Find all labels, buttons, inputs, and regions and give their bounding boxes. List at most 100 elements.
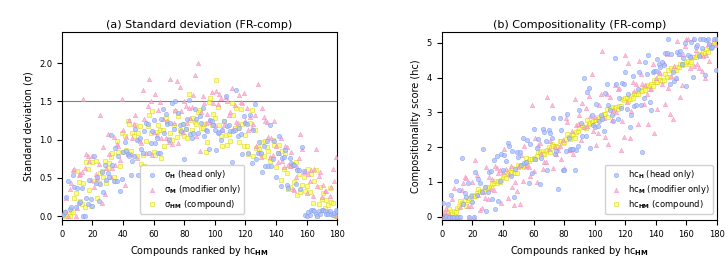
- hc$_\mathbf{M}$ (modifier only): [459, 175, 470, 179]
- σ$_\mathbf{M}$ (modifier only): [127, 136, 138, 140]
- σ$_\mathbf{H}$ (head only): [174, 123, 186, 127]
- σ$_\mathbf{H}$ (head only): [207, 123, 219, 127]
- hc$_\mathbf{M}$ (modifier only): [555, 157, 567, 161]
- hc$_\mathbf{HM}$ (compound): [489, 178, 501, 183]
- hc$_\mathbf{H}$ (head only): [595, 113, 606, 117]
- σ$_\mathbf{H}$ (head only): [241, 122, 253, 126]
- hc$_\mathbf{M}$ (modifier only): [553, 148, 564, 153]
- hc$_\mathbf{H}$ (head only): [479, 185, 491, 189]
- σ$_\mathbf{M}$ (modifier only): [102, 131, 114, 136]
- hc$_\mathbf{HM}$ (compound): [480, 185, 492, 189]
- σ$_\mathbf{H}$ (head only): [325, 212, 337, 217]
- hc$_\mathbf{H}$ (head only): [647, 70, 659, 74]
- hc$_\mathbf{H}$ (head only): [707, 45, 719, 49]
- σ$_\mathbf{HM}$ (compound): [66, 208, 77, 212]
- σ$_\mathbf{M}$ (modifier only): [162, 119, 173, 123]
- hc$_\mathbf{M}$ (modifier only): [438, 214, 449, 219]
- hc$_\mathbf{M}$ (modifier only): [671, 39, 683, 43]
- hc$_\mathbf{H}$ (head only): [499, 153, 510, 157]
- hc$_\mathbf{H}$ (head only): [569, 168, 581, 172]
- σ$_\mathbf{M}$ (modifier only): [215, 96, 226, 100]
- hc$_\mathbf{M}$ (modifier only): [668, 64, 680, 68]
- hc$_\mathbf{H}$ (head only): [690, 45, 702, 50]
- σ$_\mathbf{M}$ (modifier only): [180, 104, 191, 108]
- σ$_\mathbf{HM}$ (compound): [103, 161, 115, 166]
- hc$_\mathbf{H}$ (head only): [534, 181, 545, 186]
- σ$_\mathbf{HM}$ (compound): [128, 134, 140, 139]
- σ$_\mathbf{H}$ (head only): [229, 128, 240, 133]
- σ$_\mathbf{HM}$ (compound): [264, 159, 276, 163]
- hc$_\mathbf{H}$ (head only): [638, 96, 649, 100]
- hc$_\mathbf{M}$ (modifier only): [574, 112, 585, 117]
- σ$_\mathbf{M}$ (modifier only): [304, 179, 315, 184]
- hc$_\mathbf{H}$ (head only): [618, 82, 630, 86]
- hc$_\mathbf{M}$ (modifier only): [692, 62, 703, 67]
- hc$_\mathbf{M}$ (modifier only): [606, 118, 617, 122]
- σ$_\mathbf{H}$ (head only): [180, 127, 191, 131]
- σ$_\mathbf{HM}$ (compound): [96, 169, 108, 174]
- hc$_\mathbf{HM}$ (compound): [537, 152, 549, 156]
- σ$_\mathbf{H}$ (head only): [232, 134, 244, 138]
- σ$_\mathbf{HM}$ (compound): [224, 139, 236, 143]
- hc$_\mathbf{H}$ (head only): [502, 141, 513, 146]
- σ$_\mathbf{M}$ (modifier only): [151, 133, 162, 137]
- hc$_\mathbf{M}$ (modifier only): [557, 138, 569, 143]
- σ$_\mathbf{M}$ (modifier only): [197, 94, 208, 99]
- hc$_\mathbf{H}$ (head only): [702, 37, 713, 42]
- σ$_\mathbf{M}$ (modifier only): [217, 128, 229, 132]
- σ$_\mathbf{M}$ (modifier only): [242, 128, 254, 132]
- σ$_\mathbf{H}$ (head only): [100, 178, 112, 182]
- σ$_\mathbf{HM}$ (compound): [67, 210, 79, 214]
- σ$_\mathbf{HM}$ (compound): [159, 144, 170, 148]
- hc$_\mathbf{M}$ (modifier only): [503, 172, 515, 176]
- hc$_\mathbf{H}$ (head only): [598, 129, 610, 133]
- hc$_\mathbf{M}$ (modifier only): [502, 196, 513, 200]
- hc$_\mathbf{M}$ (modifier only): [682, 37, 694, 42]
- σ$_\mathbf{H}$ (head only): [277, 155, 288, 160]
- σ$_\mathbf{HM}$ (compound): [105, 154, 116, 159]
- σ$_\mathbf{H}$ (head only): [64, 207, 76, 211]
- hc$_\mathbf{HM}$ (compound): [633, 88, 645, 93]
- hc$_\mathbf{M}$ (modifier only): [511, 189, 523, 194]
- σ$_\mathbf{H}$ (head only): [134, 136, 146, 141]
- σ$_\mathbf{H}$ (head only): [205, 118, 216, 122]
- σ$_\mathbf{HM}$ (compound): [210, 77, 222, 82]
- σ$_\mathbf{M}$ (modifier only): [248, 122, 259, 126]
- hc$_\mathbf{M}$ (modifier only): [479, 196, 491, 200]
- σ$_\mathbf{M}$ (modifier only): [130, 113, 141, 117]
- hc$_\mathbf{M}$ (modifier only): [700, 53, 712, 57]
- hc$_\mathbf{HM}$ (compound): [592, 117, 604, 122]
- σ$_\mathbf{M}$ (modifier only): [181, 121, 193, 125]
- σ$_\mathbf{HM}$ (compound): [205, 96, 216, 101]
- σ$_\mathbf{HM}$ (compound): [238, 144, 250, 148]
- hc$_\mathbf{HM}$ (compound): [459, 198, 470, 202]
- hc$_\mathbf{H}$ (head only): [442, 202, 454, 207]
- σ$_\mathbf{HM}$ (compound): [207, 112, 219, 116]
- σ$_\mathbf{H}$ (head only): [267, 157, 279, 161]
- hc$_\mathbf{M}$ (modifier only): [558, 166, 570, 170]
- σ$_\mathbf{HM}$ (compound): [280, 151, 291, 155]
- σ$_\mathbf{HM}$ (compound): [125, 149, 137, 153]
- σ$_\mathbf{M}$ (modifier only): [269, 119, 280, 123]
- hc$_\mathbf{HM}$ (compound): [454, 199, 466, 204]
- hc$_\mathbf{HM}$ (compound): [464, 195, 475, 200]
- σ$_\mathbf{M}$ (modifier only): [273, 150, 285, 155]
- hc$_\mathbf{H}$ (head only): [525, 142, 537, 146]
- hc$_\mathbf{HM}$ (compound): [443, 207, 455, 211]
- σ$_\mathbf{M}$ (modifier only): [284, 163, 296, 168]
- hc$_\mathbf{H}$ (head only): [571, 147, 582, 152]
- σ$_\mathbf{H}$ (head only): [111, 179, 123, 183]
- hc$_\mathbf{HM}$ (compound): [494, 180, 506, 184]
- σ$_\mathbf{HM}$ (compound): [242, 151, 254, 156]
- σ$_\mathbf{HM}$ (compound): [269, 143, 280, 147]
- hc$_\mathbf{M}$ (modifier only): [617, 119, 628, 123]
- hc$_\mathbf{M}$ (modifier only): [622, 60, 634, 65]
- hc$_\mathbf{M}$ (modifier only): [604, 95, 616, 99]
- σ$_\mathbf{H}$ (head only): [314, 211, 326, 216]
- hc$_\mathbf{M}$ (modifier only): [445, 214, 456, 219]
- hc$_\mathbf{HM}$ (compound): [630, 92, 642, 97]
- hc$_\mathbf{HM}$ (compound): [470, 194, 481, 198]
- σ$_\mathbf{H}$ (head only): [213, 130, 225, 134]
- hc$_\mathbf{H}$ (head only): [592, 124, 604, 128]
- hc$_\mathbf{HM}$ (compound): [442, 211, 454, 215]
